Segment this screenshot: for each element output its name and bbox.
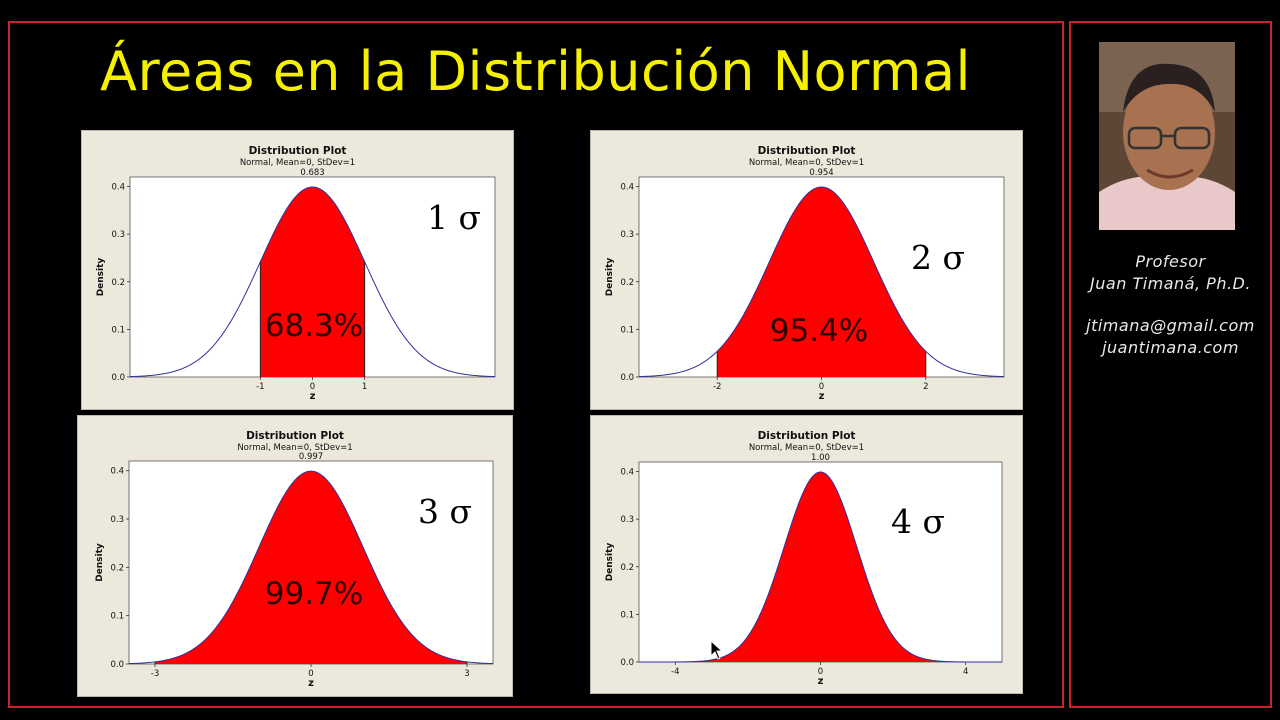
x-tick-label: 0 bbox=[818, 667, 823, 677]
shaded-area bbox=[675, 472, 966, 662]
y-tick-label: 0.1 bbox=[620, 325, 634, 335]
x-tick-label: 1 bbox=[362, 382, 367, 392]
density-curve bbox=[128, 470, 494, 665]
area-value-label: 0.954 bbox=[809, 168, 833, 178]
profile-photo bbox=[1099, 42, 1235, 230]
y-tick-label: 0.3 bbox=[111, 230, 125, 240]
chart-panel-1-sigma: Distribution Plot Normal, Mean=0, StDev=1… bbox=[81, 130, 514, 410]
percent-label: 95.4% bbox=[770, 313, 868, 349]
y-tick-label: 0.0 bbox=[110, 660, 124, 670]
y-tick-label: 0.1 bbox=[110, 612, 124, 622]
y-tick-label: 0.3 bbox=[620, 515, 634, 525]
chart-panel-3-sigma: Distribution Plot Normal, Mean=0, StDev=1… bbox=[77, 415, 513, 697]
profile-role: Profesor bbox=[1135, 252, 1206, 271]
area-value-label: 0.683 bbox=[300, 168, 324, 178]
sigma-label: 3 σ bbox=[418, 492, 472, 531]
x-axis-label: z bbox=[818, 676, 824, 687]
y-tick-label: 0.1 bbox=[111, 325, 125, 335]
y-tick-label: 0.3 bbox=[620, 230, 634, 240]
x-tick-label: 0 bbox=[308, 669, 313, 679]
profile-website: juantimana.com bbox=[1102, 338, 1239, 357]
mouse-cursor-icon bbox=[710, 640, 724, 660]
y-tick-label: 0.0 bbox=[111, 373, 125, 383]
x-tick-label: 2 bbox=[923, 382, 928, 392]
chart-panel-2-sigma: Distribution Plot Normal, Mean=0, StDev=1… bbox=[590, 130, 1023, 410]
profile-email: jtimana@gmail.com bbox=[1086, 316, 1255, 335]
y-axis-label: Density bbox=[96, 258, 106, 297]
sigma-label: 4 σ bbox=[891, 502, 945, 541]
chart-title: Distribution Plot bbox=[758, 145, 856, 157]
density-curve bbox=[638, 186, 1005, 378]
y-tick-label: 0.3 bbox=[110, 515, 124, 525]
shaded-area bbox=[155, 471, 467, 664]
y-tick-label: 0.4 bbox=[110, 467, 124, 477]
y-tick-label: 0.4 bbox=[620, 183, 634, 193]
chart-title: Distribution Plot bbox=[758, 430, 856, 442]
x-tick-label: 0 bbox=[310, 382, 315, 392]
profile-name: Juan Timaná, Ph.D. bbox=[1090, 274, 1251, 293]
percent-label: 68.3% bbox=[265, 308, 363, 344]
sidebar-frame bbox=[1069, 21, 1272, 708]
x-tick-label: -1 bbox=[256, 382, 264, 392]
x-tick-label: -2 bbox=[713, 382, 721, 392]
chart-subtitle: Normal, Mean=0, StDev=1 bbox=[749, 443, 864, 453]
x-tick-label: 3 bbox=[464, 669, 469, 679]
y-tick-label: 0.4 bbox=[620, 468, 634, 478]
shaded-area bbox=[260, 187, 365, 377]
y-axis-label: Density bbox=[605, 258, 615, 297]
x-tick-label: 4 bbox=[963, 667, 968, 677]
y-axis-label: Density bbox=[95, 543, 105, 582]
x-tick-label: -3 bbox=[151, 669, 159, 679]
chart-title: Distribution Plot bbox=[249, 145, 347, 157]
sigma-label: 1 σ bbox=[427, 198, 481, 237]
y-tick-label: 0.1 bbox=[620, 610, 634, 620]
chart-subtitle: Normal, Mean=0, StDev=1 bbox=[749, 158, 864, 168]
x-axis-label: z bbox=[310, 391, 316, 402]
area-value-label: 0.997 bbox=[299, 452, 323, 462]
chart-title: Distribution Plot bbox=[246, 430, 344, 442]
y-tick-label: 0.0 bbox=[620, 658, 634, 668]
y-tick-label: 0.0 bbox=[620, 373, 634, 383]
chart-panel-4-sigma: Distribution Plot Normal, Mean=0, StDev=1… bbox=[590, 415, 1023, 694]
chart-subtitle: Normal, Mean=0, StDev=1 bbox=[240, 158, 355, 168]
y-tick-label: 0.2 bbox=[110, 563, 124, 573]
percent-label: 99.7% bbox=[265, 576, 363, 612]
density-curve bbox=[639, 471, 1002, 663]
y-tick-label: 0.2 bbox=[111, 278, 125, 288]
y-tick-label: 0.4 bbox=[111, 183, 125, 193]
sigma-label: 2 σ bbox=[911, 238, 965, 277]
shaded-area bbox=[717, 187, 926, 377]
chart-subtitle: Normal, Mean=0, StDev=1 bbox=[237, 443, 352, 453]
x-axis-label: z bbox=[308, 678, 314, 689]
y-axis-label: Density bbox=[605, 543, 615, 582]
x-axis-label: z bbox=[819, 391, 825, 402]
y-tick-label: 0.2 bbox=[620, 278, 634, 288]
slide-title: Áreas en la Distribución Normal bbox=[100, 40, 972, 103]
x-tick-label: -4 bbox=[671, 667, 679, 677]
x-tick-label: 0 bbox=[819, 382, 824, 392]
main-frame bbox=[8, 21, 1064, 708]
density-curve bbox=[129, 186, 496, 378]
area-value-label: 1.00 bbox=[811, 453, 830, 463]
y-tick-label: 0.2 bbox=[620, 563, 634, 573]
